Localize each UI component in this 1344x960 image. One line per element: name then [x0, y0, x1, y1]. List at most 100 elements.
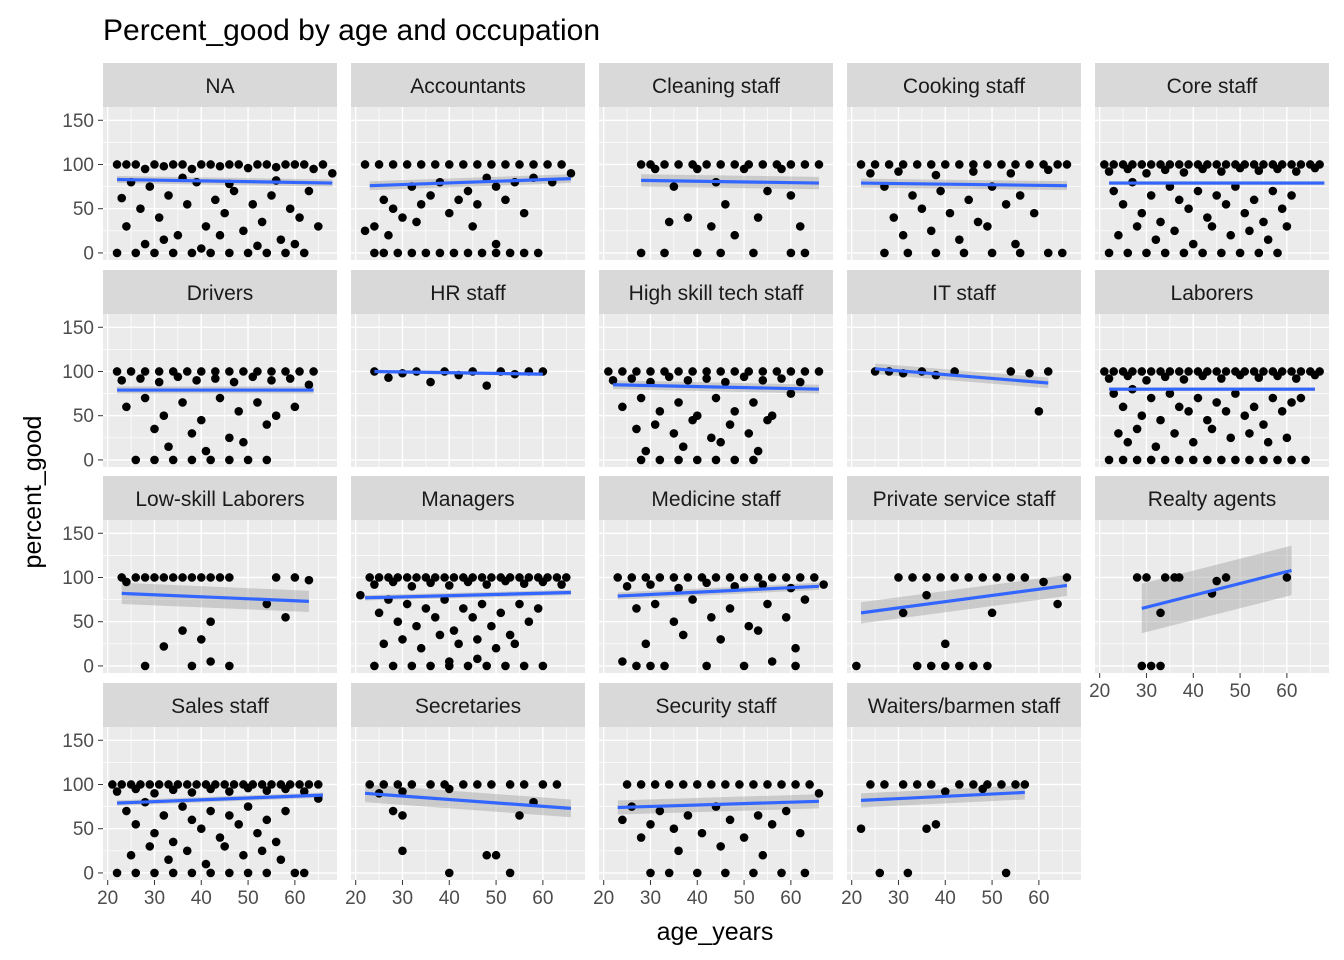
data-point: [491, 248, 501, 258]
data-point: [730, 367, 740, 376]
data-point: [1273, 248, 1282, 258]
data-point: [669, 429, 679, 438]
panel-background: [351, 314, 585, 467]
data-point: [304, 186, 314, 196]
data-point: [463, 186, 473, 196]
facet-strip: [847, 476, 1081, 520]
data-point: [1193, 393, 1203, 403]
data-point: [416, 643, 426, 653]
data-point: [702, 661, 711, 671]
data-point: [791, 643, 800, 653]
facet-panel: NA 0 50 100 150: [62, 63, 337, 264]
data-point: [122, 222, 131, 231]
data-point: [430, 160, 440, 169]
data-point: [243, 868, 253, 878]
x-tick-label: 20: [1089, 681, 1110, 702]
data-point: [365, 573, 375, 582]
y-tick-label: 100: [62, 775, 94, 796]
data-point: [781, 806, 791, 816]
data-point: [753, 573, 763, 582]
data-point: [360, 160, 370, 169]
facet-strip: [1095, 63, 1329, 107]
data-point: [533, 604, 543, 613]
data-point: [150, 789, 159, 798]
data-point: [426, 780, 435, 789]
data-point: [1160, 573, 1170, 582]
data-point: [262, 248, 272, 258]
data-point: [1221, 367, 1231, 376]
data-point: [992, 573, 1002, 582]
data-point: [182, 780, 192, 789]
data-point: [622, 780, 632, 789]
data-point: [969, 780, 978, 789]
data-point: [281, 806, 290, 816]
data-point: [388, 204, 398, 214]
data-point: [969, 167, 978, 176]
data-point: [1287, 191, 1296, 200]
data-point: [150, 248, 159, 258]
data-point: [1221, 199, 1231, 209]
data-point: [140, 164, 150, 174]
data-point: [931, 248, 941, 258]
data-point: [454, 195, 463, 205]
data-point: [482, 580, 492, 589]
data-point: [1212, 367, 1221, 376]
data-point: [978, 784, 988, 794]
data-point: [421, 248, 431, 258]
data-point: [767, 819, 777, 829]
data-point: [290, 868, 300, 878]
data-point: [1160, 455, 1170, 465]
panel-background: [351, 727, 585, 880]
data-point: [168, 160, 178, 169]
data-point: [959, 248, 969, 258]
data-point: [220, 780, 229, 789]
data-point: [650, 780, 660, 789]
data-point: [1029, 208, 1039, 218]
data-point: [1109, 186, 1119, 196]
facet-strip-label: High skill tech staff: [629, 282, 804, 305]
data-point: [379, 248, 389, 258]
data-point: [454, 639, 463, 649]
data-point: [1062, 573, 1072, 582]
facet-panel: Managers: [351, 476, 585, 673]
data-point: [468, 222, 477, 231]
data-point: [912, 661, 922, 671]
data-point: [664, 372, 674, 382]
data-point: [1296, 393, 1306, 403]
data-point: [145, 780, 155, 789]
data-point: [655, 806, 665, 816]
data-point: [678, 442, 688, 451]
data-point: [1259, 217, 1268, 227]
data-point: [627, 573, 637, 582]
data-point: [402, 599, 412, 609]
data-point: [674, 160, 683, 169]
data-point: [786, 389, 796, 398]
data-point: [131, 455, 141, 465]
data-point: [248, 199, 258, 209]
data-point: [636, 160, 646, 169]
data-point: [1039, 577, 1048, 587]
data-point: [196, 635, 206, 644]
data-point: [641, 573, 651, 582]
data-point: [393, 248, 403, 258]
facet-strip: [351, 476, 585, 520]
data-point: [1132, 573, 1142, 582]
data-point: [112, 367, 122, 376]
data-point: [496, 608, 506, 618]
facet-panel: Waiters/barmen staff 20 30 40 50 60: [841, 683, 1081, 909]
data-point: [243, 248, 253, 258]
data-point: [122, 806, 131, 816]
facet-strip: [847, 270, 1081, 314]
facet-strip: [351, 270, 585, 314]
data-point: [730, 230, 740, 240]
data-point: [159, 161, 169, 171]
data-point: [150, 160, 159, 169]
data-point: [1296, 160, 1306, 169]
data-point: [664, 217, 674, 227]
data-point: [1170, 226, 1179, 236]
data-point: [281, 367, 290, 376]
data-point: [290, 402, 300, 412]
data-point: [187, 248, 197, 258]
data-point: [800, 248, 810, 258]
data-point: [192, 376, 201, 385]
